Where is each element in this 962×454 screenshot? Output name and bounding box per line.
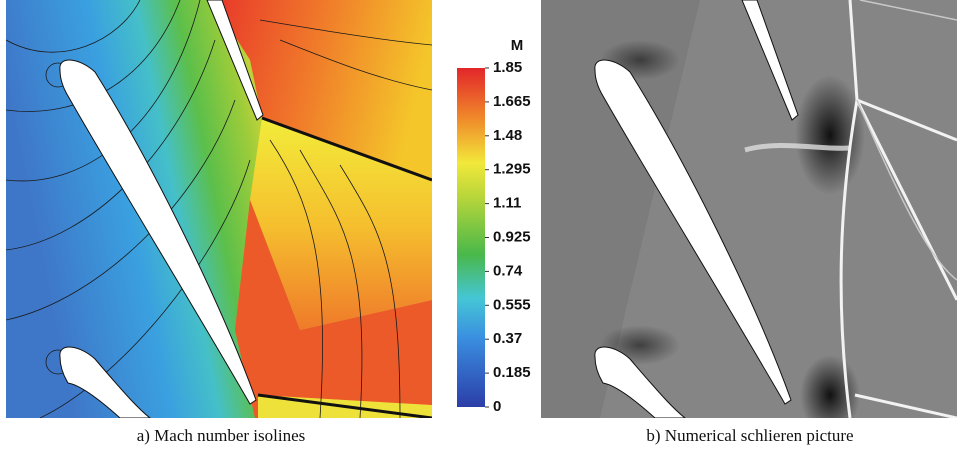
colorbar bbox=[457, 68, 485, 407]
colorbar-tick-label: 0.185 bbox=[493, 364, 531, 381]
colorbar-tick-label: 0.74 bbox=[493, 262, 523, 279]
colorbar-tick-label: 0 bbox=[493, 398, 501, 415]
schlieren-image bbox=[541, 0, 957, 435]
colorbar-title: M bbox=[511, 37, 524, 54]
figure: M 1.85 1.665 1.48 1.295 1.11 0.925 0.74 0.555 0.… bbox=[0, 0, 962, 454]
colorbar-tick-label: 1.295 bbox=[493, 161, 531, 178]
colorbar-tick-label: 1.665 bbox=[493, 93, 531, 110]
caption: b) Numerical schlieren picture bbox=[646, 426, 853, 445]
page: {"panels": [{"caption": "a) Mach number … bbox=[0, 0, 962, 454]
colorbar-tick-label: 1.48 bbox=[493, 127, 522, 144]
mach-contour-plot bbox=[6, 0, 432, 418]
colorbar-tick-label: 0.555 bbox=[493, 296, 531, 313]
colorbar-ticks: 1.85 1.665 1.48 1.295 1.11 0.925 0.74 0.555 0.37… bbox=[485, 59, 531, 415]
colorbar-tick-label: 1.85 bbox=[493, 59, 522, 76]
colorbar-tick-label: 1.11 bbox=[493, 195, 521, 212]
caption: a) Mach number isolines bbox=[137, 426, 306, 445]
colorbar-tick-label: 0.925 bbox=[493, 228, 531, 245]
colorbar-tick-label: 0.37 bbox=[493, 330, 522, 347]
